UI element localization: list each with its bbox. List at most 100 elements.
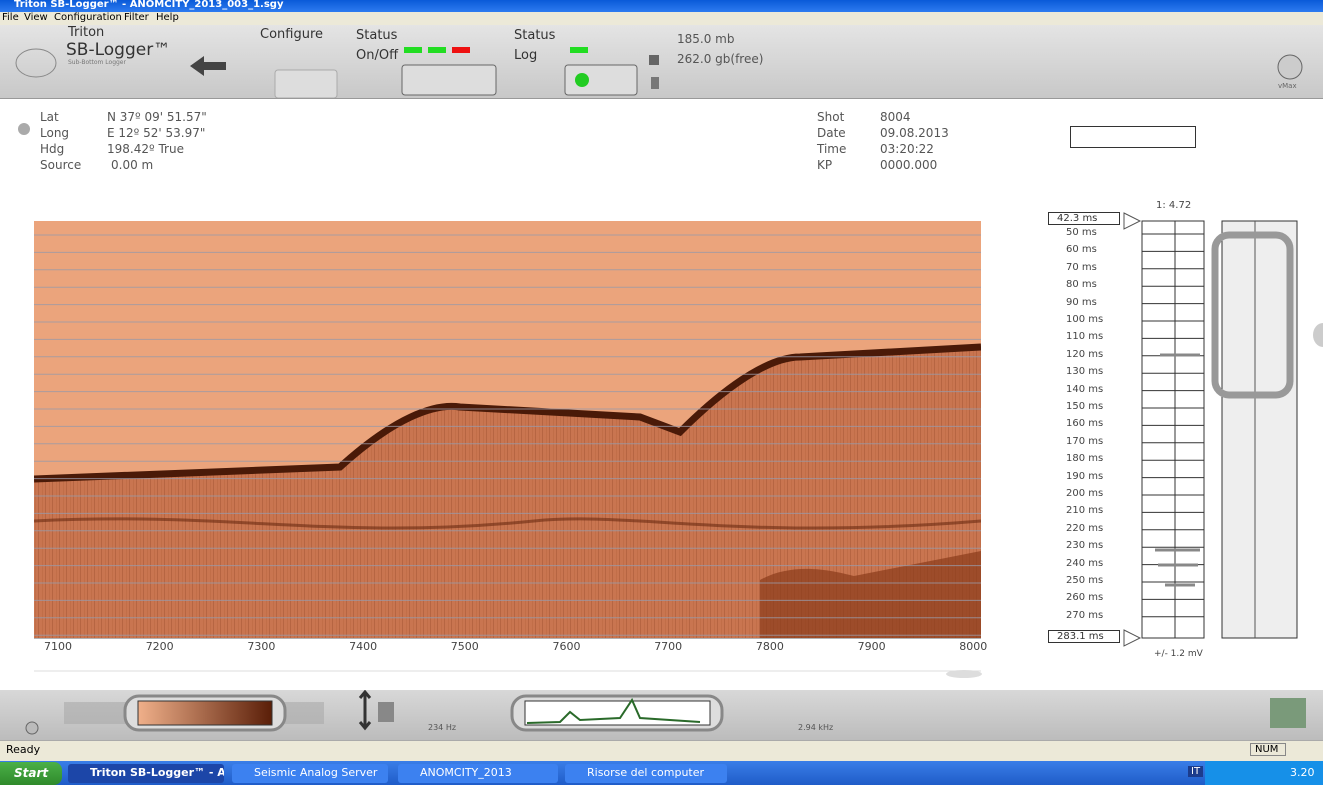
depth-label: 110 ms — [1066, 331, 1103, 342]
back-arrow[interactable] — [190, 56, 226, 76]
nav-value: 0.00 m — [111, 158, 153, 172]
shot-value: 09.08.2013 — [880, 126, 949, 140]
onoff-buttons[interactable] — [402, 65, 496, 95]
gps-indicator — [18, 123, 30, 135]
configure-buttons[interactable] — [275, 70, 337, 98]
scale-top[interactable]: 42.3 ms — [1048, 212, 1120, 225]
shot-label: Time — [817, 142, 846, 156]
vmax-knob[interactable] — [1278, 55, 1302, 79]
taskbar-button[interactable]: Risorse del computer — [565, 764, 727, 783]
nav-label: Lat — [40, 110, 59, 124]
start-label[interactable]: Start — [14, 766, 48, 780]
status-led — [404, 47, 422, 53]
status-led — [428, 47, 446, 53]
shot-label: Date — [817, 126, 846, 140]
depth-label: 50 ms — [1066, 227, 1097, 238]
depth-label: 190 ms — [1066, 471, 1103, 482]
menu-item[interactable]: File — [2, 12, 19, 23]
scale-ratio: 1: 4.72 — [1156, 200, 1191, 211]
menu-item[interactable]: Help — [156, 12, 179, 23]
toolbar-label: Status — [356, 28, 397, 43]
status-text: Ready — [6, 743, 40, 756]
menu-item[interactable]: Configuration — [54, 12, 122, 23]
grid-button[interactable] — [1270, 698, 1306, 728]
toolbar-label: Status — [514, 28, 555, 43]
disk-free: 262.0 gb(free) — [677, 52, 763, 66]
toolbar-graphics — [0, 25, 1323, 98]
status-led — [452, 47, 470, 53]
depth-label: 170 ms — [1066, 436, 1103, 447]
depth-label: 150 ms — [1066, 401, 1103, 412]
nav-label: Source — [40, 158, 81, 172]
logo-text: Triton — [68, 25, 104, 40]
taskbar-button[interactable]: ANOMCITY_2013 — [398, 764, 558, 783]
nav-value: N 37º 09' 51.57" — [107, 110, 207, 124]
depth-label: 70 ms — [1066, 262, 1097, 273]
language-indicator[interactable]: IT — [1188, 766, 1203, 777]
x-axis-label: 7800 — [756, 640, 784, 653]
depth-label: 140 ms — [1066, 384, 1103, 395]
depth-label: 90 ms — [1066, 297, 1097, 308]
x-axis-label: 7200 — [146, 640, 174, 653]
toolbar-label: Configure — [260, 27, 323, 42]
menu-item[interactable]: Filter — [124, 12, 149, 23]
x-axis-label: 8000 — [959, 640, 987, 653]
status-bar — [0, 740, 1323, 762]
nav-value: 198.42º True — [107, 142, 184, 156]
depth-label: 220 ms — [1066, 523, 1103, 534]
depth-label: 210 ms — [1066, 505, 1103, 516]
depth-label: 270 ms — [1066, 610, 1103, 621]
disk-icon — [651, 77, 659, 89]
logo-text: SB-Logger™ — [66, 40, 170, 60]
depth-label: 160 ms — [1066, 418, 1103, 429]
vmax-label: vMax — [1278, 82, 1297, 90]
filter-high: 2.94 kHz — [798, 723, 833, 732]
filter-low: 234 Hz — [428, 723, 456, 732]
x-axis-label: 7900 — [858, 640, 886, 653]
shot-navigator[interactable] — [1070, 126, 1196, 148]
depth-label: 260 ms — [1066, 592, 1103, 603]
app-window: (() => { const data = JSON.parse(documen… — [0, 0, 1323, 785]
clock: 3.20 — [1290, 766, 1315, 779]
depth-label: 240 ms — [1066, 558, 1103, 569]
depth-label: 100 ms — [1066, 314, 1103, 325]
depth-label: 120 ms — [1066, 349, 1103, 360]
depth-label: 130 ms — [1066, 366, 1103, 377]
nav-label: Hdg — [40, 142, 64, 156]
disk-icon — [649, 55, 659, 65]
x-axis-label: 7400 — [349, 640, 377, 653]
record-button[interactable] — [575, 73, 589, 87]
shot-value: 8004 — [880, 110, 911, 124]
toolbar-label: Log — [514, 48, 537, 63]
depth-label: 180 ms — [1066, 453, 1103, 464]
profile-axis — [34, 638, 994, 678]
depth-label: 80 ms — [1066, 279, 1097, 290]
disk-used: 185.0 mb — [677, 32, 734, 46]
x-axis-label: 7100 — [44, 640, 72, 653]
seismic-profile — [34, 221, 981, 638]
nav-value: E 12º 52' 53.97" — [107, 126, 205, 140]
window-title: Triton SB-Logger™ - ANOMCITY_2013_003_1.… — [14, 0, 283, 10]
x-axis-label: 7500 — [451, 640, 479, 653]
menu-item[interactable]: View — [24, 12, 48, 23]
shot-value: 0000.000 — [880, 158, 937, 172]
control-graphics — [0, 690, 1323, 740]
logo-text: Sub-Bottom Logger — [68, 59, 126, 66]
amplitude-label: +/- 1.2 mV — [1154, 649, 1203, 659]
x-axis-label: 7300 — [247, 640, 275, 653]
num-indicator: NUM — [1250, 743, 1286, 756]
shot-label: KP — [817, 158, 832, 172]
shot-label: Shot — [817, 110, 844, 124]
x-axis-label: 7600 — [553, 640, 581, 653]
depth-label: 200 ms — [1066, 488, 1103, 499]
depth-label: 230 ms — [1066, 540, 1103, 551]
menu-bar — [0, 12, 1323, 25]
log-led — [570, 47, 588, 53]
taskbar-button[interactable]: Triton SB-Logger™ - A... — [68, 764, 224, 783]
scale-bottom[interactable]: 283.1 ms — [1048, 630, 1120, 643]
scroll-thumb[interactable] — [946, 670, 982, 678]
logo — [16, 49, 56, 77]
shot-value: 03:20:22 — [880, 142, 934, 156]
depth-label: 250 ms — [1066, 575, 1103, 586]
taskbar-button[interactable]: Seismic Analog Server — [232, 764, 388, 783]
